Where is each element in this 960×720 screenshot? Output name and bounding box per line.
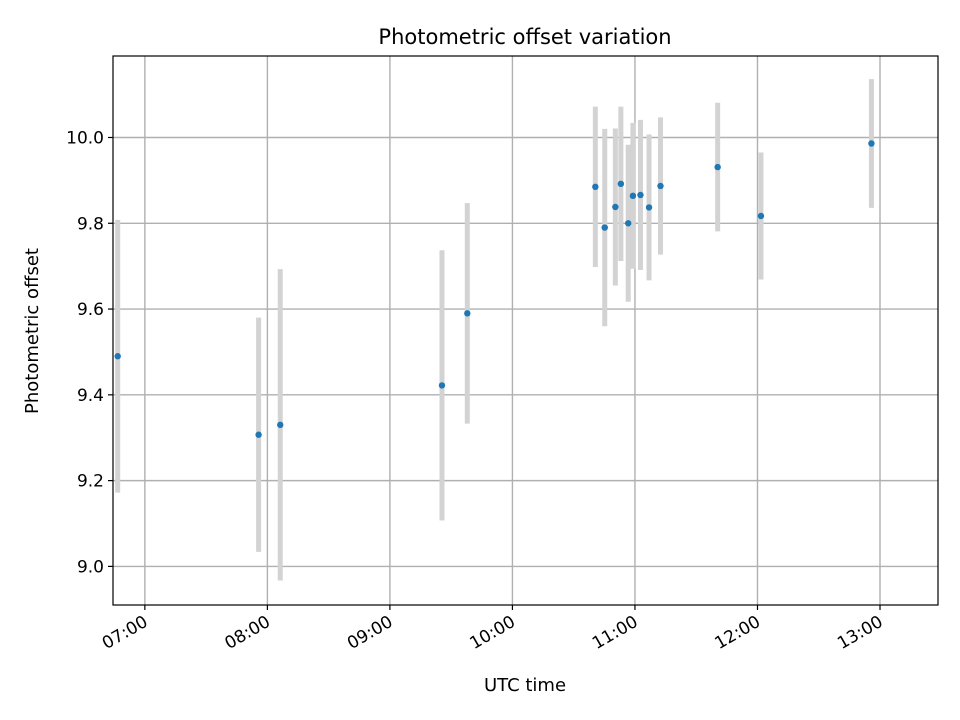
data-point bbox=[629, 192, 637, 200]
data-point bbox=[617, 180, 625, 188]
x-tick-label: 09:00 bbox=[344, 612, 396, 654]
y-tick-label: 10.0 bbox=[66, 128, 104, 148]
data-point bbox=[438, 382, 446, 389]
x-tick-label: 11:00 bbox=[589, 612, 641, 654]
x-tick-label: 12:00 bbox=[712, 612, 764, 654]
x-tick-label: 13:00 bbox=[834, 612, 886, 654]
data-point bbox=[255, 431, 262, 438]
data-point bbox=[464, 310, 471, 317]
plot-area-frame bbox=[112, 55, 939, 606]
x-axis-ticks: 07:00 08:00 09:00 10:00 11:00 12:00 13:00 bbox=[99, 605, 887, 654]
data-point bbox=[612, 203, 619, 211]
chart-title: Photometric offset variation bbox=[378, 25, 671, 49]
y-axis-ticks: 9.0 9.2 9.4 9.6 9.8 10.0 bbox=[66, 128, 113, 577]
x-gridlines bbox=[144, 56, 881, 605]
y-tick-label: 9.4 bbox=[77, 386, 104, 406]
data-point bbox=[277, 421, 284, 429]
data-point bbox=[114, 353, 121, 360]
data-point bbox=[657, 182, 664, 190]
x-tick-label: 08:00 bbox=[221, 612, 273, 654]
x-tick-label: 10:00 bbox=[466, 612, 518, 654]
data-point bbox=[868, 140, 875, 147]
data-point bbox=[714, 163, 721, 171]
error-bars bbox=[115, 79, 874, 581]
y-tick-label: 9.6 bbox=[77, 300, 104, 320]
data-point bbox=[757, 212, 765, 220]
y-axis-label: Photometric offset bbox=[22, 248, 43, 414]
data-point bbox=[601, 224, 608, 231]
x-tick-label: 07:00 bbox=[99, 612, 151, 654]
data-points bbox=[114, 140, 875, 438]
y-tick-label: 9.8 bbox=[77, 214, 104, 234]
y-tick-label: 9.0 bbox=[77, 557, 104, 577]
data-point bbox=[592, 183, 599, 191]
data-point bbox=[637, 191, 644, 199]
y-gridlines bbox=[113, 136, 938, 568]
data-point bbox=[645, 204, 653, 211]
x-axis-label: UTC time bbox=[484, 675, 566, 696]
data-point bbox=[625, 220, 632, 227]
y-tick-label: 9.2 bbox=[77, 472, 104, 492]
